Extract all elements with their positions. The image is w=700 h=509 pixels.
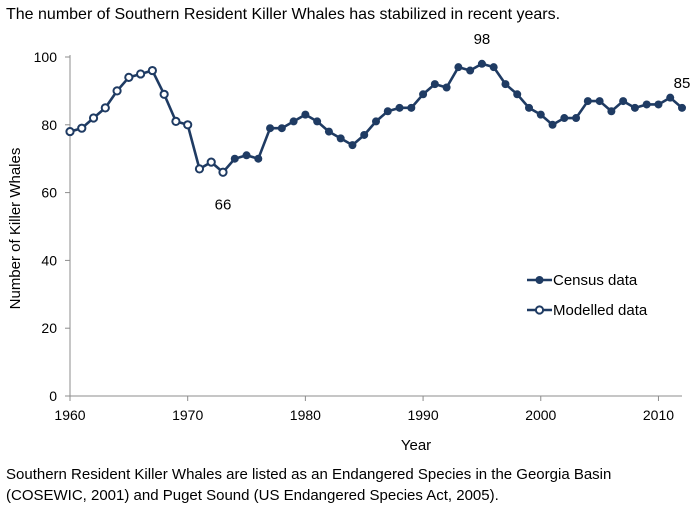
data-point — [595, 97, 604, 106]
data-point — [407, 103, 416, 112]
x-axis-title: Year — [401, 437, 431, 454]
x-tick-label: 1980 — [290, 407, 321, 423]
data-point — [147, 65, 157, 76]
data-point — [442, 83, 451, 92]
series-census-data — [219, 59, 686, 177]
x-tick-label: 1960 — [54, 407, 85, 423]
data-point — [301, 110, 310, 119]
data-point — [395, 103, 404, 112]
caption-line-1: Southern Resident Killer Whales are list… — [6, 466, 612, 483]
data-point — [525, 103, 533, 112]
data-label: 98 — [474, 31, 491, 48]
data-point — [77, 123, 87, 133]
x-tick-label: 1970 — [172, 407, 203, 423]
data-point — [254, 154, 263, 163]
data-point — [477, 59, 486, 68]
page-title: The number of Southern Resident Killer W… — [6, 6, 561, 23]
data-point — [560, 114, 569, 123]
data-point — [289, 117, 298, 126]
data-point — [336, 134, 345, 143]
caption-line-2: (COSEWIC, 2001) and Puget Sound (US Enda… — [6, 487, 499, 504]
data-point — [183, 120, 193, 130]
data-point — [324, 127, 333, 136]
chart-series — [65, 59, 686, 177]
data-point — [536, 110, 545, 119]
data-point — [383, 107, 392, 116]
chart-annotations: 66 98 85 — [215, 31, 691, 213]
data-point — [454, 63, 463, 72]
data-point — [572, 114, 581, 123]
data-label: 85 — [674, 75, 691, 92]
x-tick-label: 2010 — [643, 407, 674, 423]
data-point — [124, 72, 134, 82]
chart-legend: Census data Modelled data — [527, 272, 648, 319]
data-label: 66 — [215, 196, 232, 213]
data-point — [348, 141, 357, 150]
x-tick-label: 2000 — [525, 407, 556, 423]
data-point — [489, 63, 498, 72]
data-point — [548, 120, 557, 129]
data-point — [678, 103, 686, 112]
data-point — [607, 107, 616, 116]
data-point — [630, 103, 639, 112]
data-point — [501, 80, 510, 89]
legend-label: Census data — [553, 272, 638, 289]
legend-item: Census data — [527, 272, 638, 289]
data-point — [88, 113, 99, 123]
data-point — [194, 164, 205, 174]
data-point — [360, 130, 369, 139]
y-tick-label: 60 — [41, 185, 57, 201]
y-axis-title: Number of Killer Whales — [7, 148, 24, 310]
data-point — [218, 167, 228, 177]
y-tick-label: 0 — [49, 388, 57, 404]
data-point — [419, 90, 428, 99]
y-tick-label: 80 — [41, 117, 57, 133]
data-point — [136, 69, 146, 79]
series-modelled-data — [65, 65, 228, 177]
chart-axes: 0 20 40 60 80 100 1960 1970 1980 1990 2000 2010 Year… — [7, 49, 682, 454]
data-point — [242, 151, 251, 160]
data-point — [513, 90, 522, 99]
data-point — [159, 89, 169, 99]
legend-label: Modelled data — [553, 302, 648, 319]
data-point — [206, 157, 216, 167]
legend-item: Modelled data — [527, 302, 648, 319]
data-point — [430, 80, 439, 89]
data-point — [277, 124, 286, 133]
x-tick-label: 1990 — [407, 407, 438, 423]
data-point — [100, 103, 110, 113]
data-point — [65, 126, 75, 137]
data-point — [583, 97, 592, 106]
data-point — [313, 117, 322, 126]
data-point — [230, 154, 239, 163]
data-point — [642, 100, 651, 109]
series-line — [222, 62, 683, 174]
y-tick-label: 40 — [41, 252, 57, 268]
data-point — [466, 66, 475, 75]
data-point — [171, 116, 181, 127]
y-tick-label: 20 — [41, 320, 57, 336]
legend-marker — [534, 305, 545, 315]
data-point — [666, 93, 675, 102]
data-point — [266, 124, 275, 133]
data-point — [112, 86, 122, 96]
data-point — [619, 97, 628, 106]
y-tick-label: 100 — [34, 49, 58, 65]
data-point — [654, 100, 663, 109]
legend-marker — [535, 276, 544, 284]
caption: Southern Resident Killer Whales are list… — [6, 464, 696, 506]
data-point — [372, 117, 380, 126]
